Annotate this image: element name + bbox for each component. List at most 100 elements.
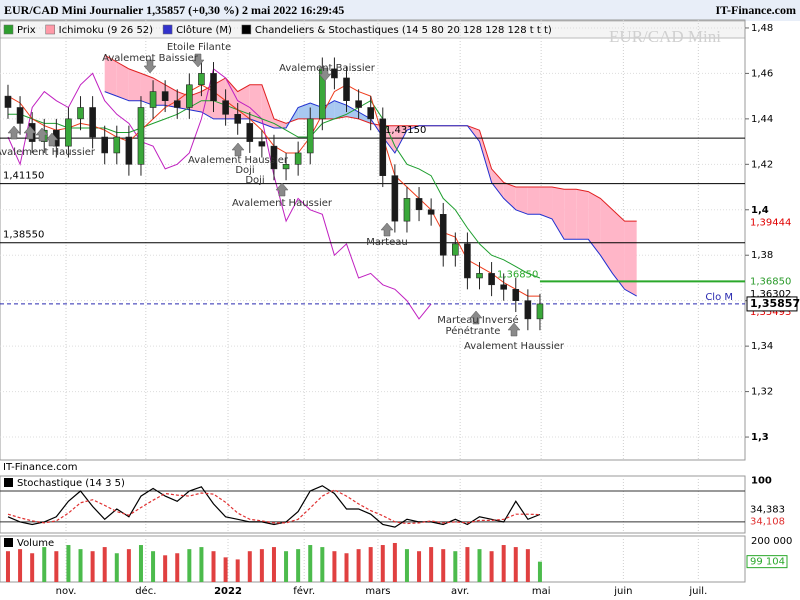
volume-bar <box>296 549 301 582</box>
candle-body <box>464 243 471 279</box>
candle-body <box>379 118 387 176</box>
y-tick-label: 1,4 <box>751 205 769 216</box>
candle-body <box>500 284 507 290</box>
pattern-arrow <box>23 125 37 140</box>
x-tick-label: juil. <box>688 586 707 597</box>
level-label: 1,38550 <box>3 230 44 241</box>
candle-body <box>331 68 338 79</box>
candle-body <box>173 100 181 108</box>
candle-body <box>198 73 205 86</box>
candle-body <box>16 107 24 124</box>
last-value-box <box>747 503 793 516</box>
volume-bar <box>151 551 156 582</box>
cloud <box>564 189 577 240</box>
x-tick-label: avr. <box>451 586 469 597</box>
pattern-arrow <box>275 182 289 197</box>
plot-area <box>5 536 699 582</box>
volume-bar <box>42 547 47 582</box>
pattern-label: Avalement Haussier <box>464 341 565 352</box>
candle-body <box>343 77 350 101</box>
volume-bar <box>126 549 131 582</box>
cloud <box>552 187 565 240</box>
y-tick-label: 1,42 <box>751 159 773 170</box>
volume-bar <box>18 549 23 582</box>
candle-body <box>427 209 435 215</box>
candle-body <box>536 303 544 320</box>
pattern-arrow <box>35 127 49 142</box>
legend-swatch <box>4 538 13 547</box>
volume-bar <box>163 555 168 582</box>
pattern-arrow <box>469 310 483 325</box>
candle-body <box>294 152 302 165</box>
cloud <box>588 191 601 256</box>
pattern-arrow <box>380 222 394 237</box>
volume-bar <box>525 549 530 582</box>
plot-area <box>0 20 745 460</box>
y-tick-label: 1,46 <box>751 68 773 79</box>
cloud <box>346 105 359 119</box>
legend-label: Prix <box>17 25 36 36</box>
volume-bar <box>537 561 542 582</box>
cloud <box>237 84 250 119</box>
price-label-box <box>747 274 797 289</box>
panel-title: Volume <box>17 538 54 549</box>
volume-bar <box>513 547 518 582</box>
pattern-arrow <box>318 67 332 82</box>
cloud <box>273 118 287 128</box>
volume-bar <box>114 553 119 582</box>
kijun-line <box>8 100 541 279</box>
cloud <box>600 198 613 274</box>
x-tick-label: févr. <box>293 585 315 597</box>
volume-bar <box>271 547 276 582</box>
stoch-frame <box>0 475 746 534</box>
cloud <box>298 102 311 119</box>
legend-swatch <box>4 478 13 487</box>
volume-bar <box>138 545 143 582</box>
x-tick-label: mars <box>365 586 390 597</box>
volume-bar <box>30 553 35 582</box>
volume-bar <box>199 547 204 582</box>
y-tick-label: 1,38 <box>751 250 773 261</box>
candle-body <box>524 300 532 320</box>
volume-bar <box>284 551 289 582</box>
volume-bar <box>66 545 71 582</box>
pattern-arrow <box>191 53 205 68</box>
legend-label: Ichimoku (9 26 52) <box>59 25 153 36</box>
candle-body <box>415 198 423 211</box>
last-value-box <box>747 515 793 528</box>
panel-title: Stochastique (14 3 5) <box>17 478 125 489</box>
main-frame <box>0 19 746 461</box>
volume-bar <box>368 547 373 582</box>
volume-bar <box>102 547 107 582</box>
legend-label: Chandeliers & Stochastiques (14 5 80 20 … <box>255 25 552 36</box>
cloud <box>515 187 528 215</box>
level-label: 1,43150 <box>385 125 426 136</box>
cloud <box>249 84 262 124</box>
candle-body <box>65 118 72 147</box>
pattern-label: Avalement Haussier <box>0 147 96 158</box>
candle-body <box>222 100 229 115</box>
volume-bar <box>332 551 337 582</box>
pattern-arrow <box>143 59 157 74</box>
candle-body <box>391 175 399 222</box>
candle-body <box>452 243 459 256</box>
last-value-box <box>746 555 788 569</box>
close-level-label: Clo M <box>705 292 733 303</box>
x-tick-label: déc. <box>135 585 156 597</box>
candle-body <box>367 107 374 120</box>
cloud <box>394 125 407 153</box>
last-value-label: 99 104 <box>750 557 785 568</box>
y-tick-label: 1,3 <box>751 432 769 443</box>
price-label-box <box>746 296 798 312</box>
header-title: EUR/CAD Mini Journalier 1,35857 (+0,30 %… <box>4 3 344 17</box>
pattern-label: Marteau <box>366 237 407 248</box>
legend-swatch <box>162 24 173 35</box>
candle-body <box>270 145 278 170</box>
pattern-label: Pénétrante <box>446 325 501 337</box>
volume-bar <box>54 551 59 582</box>
x-tick-label: nov. <box>56 586 77 597</box>
cloud <box>334 100 347 119</box>
price-label: 1,35857 <box>750 297 800 310</box>
price-label: 1,36302 <box>750 289 791 300</box>
